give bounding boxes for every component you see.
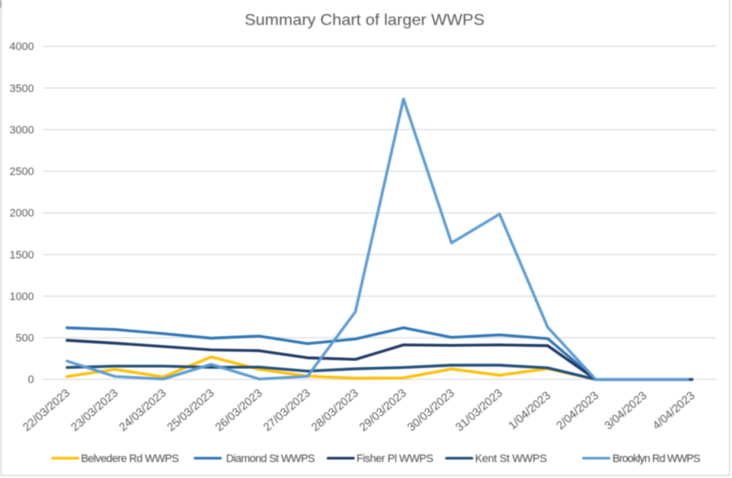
svg-text:2500: 2500 [10,166,34,178]
svg-text:500: 500 [16,333,34,345]
svg-text:1000: 1000 [10,291,34,303]
svg-text:Belvedere Rd WWPS: Belvedere Rd WWPS [81,453,179,465]
svg-text:2000: 2000 [10,208,34,220]
svg-text:Brooklyn Rd WWPS: Brooklyn Rd WWPS [613,453,701,465]
svg-text:Summary Chart of larger WWPS: Summary Chart of larger WWPS [245,12,485,29]
svg-text:0: 0 [28,374,34,386]
svg-text:Diamond St WWPS: Diamond St WWPS [226,453,315,465]
svg-text:Fisher Pl WWPS: Fisher Pl WWPS [357,453,434,465]
svg-text:3500: 3500 [10,83,34,95]
svg-text:1500: 1500 [10,249,34,261]
svg-text:Kent St WWPS: Kent St WWPS [475,453,547,465]
svg-text:3000: 3000 [10,124,34,136]
svg-text:4000: 4000 [10,41,34,53]
